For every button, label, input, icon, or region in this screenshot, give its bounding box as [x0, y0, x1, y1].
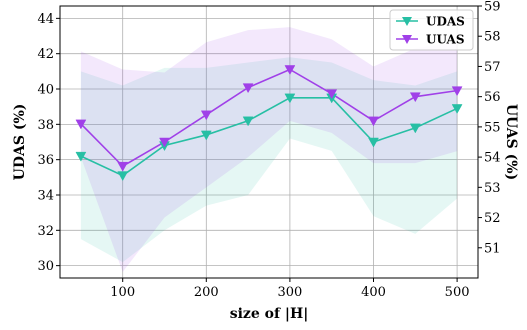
- x-tick-label: 300: [277, 285, 302, 300]
- y-right-tick-label: 58: [484, 30, 501, 45]
- udas-line: [80, 97, 458, 177]
- y-right-tick-label: 53: [484, 181, 501, 196]
- legend: UDAS UUAS: [389, 9, 474, 51]
- line-layer: [80, 68, 458, 177]
- x-tick-label: 500: [445, 285, 470, 300]
- udas-point: [368, 137, 379, 148]
- y-right-tick-label: 55: [484, 120, 501, 135]
- y-right-tick-label: 51: [484, 241, 501, 256]
- uuas-point: [409, 92, 421, 103]
- y-left-tick-label: 34: [37, 188, 54, 203]
- y-right-tick-label: 57: [484, 60, 501, 75]
- uuas-point: [75, 119, 87, 130]
- udas-band: [80, 57, 458, 263]
- udas-point: [75, 151, 87, 162]
- uuas-point: [159, 137, 170, 148]
- x-tick-label: 400: [361, 285, 386, 300]
- udas-point: [451, 104, 463, 114]
- band-layer: [80, 27, 458, 272]
- uuas-band: [80, 27, 458, 272]
- y-axis-left-label: UDAS (%): [12, 104, 28, 181]
- udas-legend-label: UDAS: [426, 15, 465, 29]
- uuas-line: [80, 68, 458, 168]
- uuas-point: [284, 65, 296, 75]
- udas-point: [284, 93, 296, 104]
- x-tick-label: 200: [194, 285, 219, 300]
- x-axis-label: size of |H|: [230, 306, 309, 322]
- legend-box: [389, 9, 474, 51]
- udas-point: [242, 116, 254, 127]
- udas-point: [409, 123, 421, 134]
- y-right-tick-label: 52: [484, 211, 501, 226]
- y-left-tick-label: 42: [37, 47, 54, 62]
- y-left-tick-label: 32: [37, 224, 54, 239]
- y-left-tick-label: 30: [37, 259, 54, 274]
- y-axis-right-label: UUAS (%): [503, 104, 519, 180]
- udas-point: [200, 130, 212, 141]
- y-right-tick-label: 59: [484, 0, 501, 15]
- y-left-tick-label: 38: [37, 118, 54, 133]
- uuas-legend-label: UUAS: [426, 33, 465, 47]
- uuas-point: [242, 83, 254, 94]
- uuas-point: [200, 110, 212, 121]
- y-left-tick-label: 36: [37, 153, 54, 168]
- y-right-tick-label: 56: [484, 90, 501, 105]
- x-tick-label: 100: [110, 285, 135, 300]
- plot-frame: [59, 5, 479, 279]
- y-left-tick-label: 40: [37, 83, 54, 98]
- uuas-point: [326, 89, 338, 100]
- tick-layer: 100 200 300 400 500 30 32 34 36 38 40 42 44 51 52 53 54 5…: [37, 0, 500, 300]
- uuas-point: [451, 86, 463, 97]
- uuas-point: [368, 116, 379, 127]
- marker-layer: [75, 65, 463, 182]
- y-left-tick-label: 44: [37, 12, 54, 27]
- uuas-point: [117, 161, 129, 172]
- udas-legend-marker: [402, 17, 412, 26]
- y-right-tick-label: 54: [484, 151, 501, 166]
- uuas-legend-marker: [402, 35, 412, 44]
